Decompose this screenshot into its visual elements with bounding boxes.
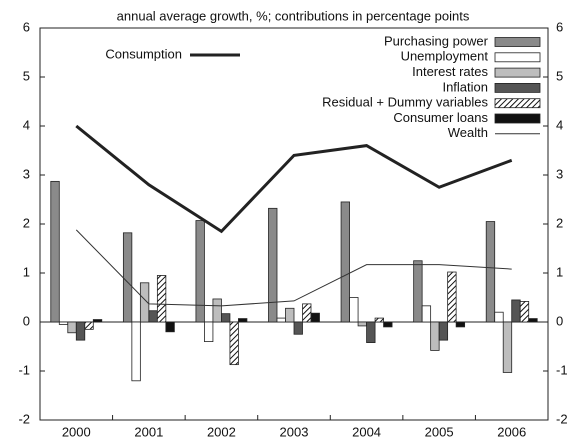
bar <box>139 282 150 323</box>
x-tick-label: 2003 <box>280 424 309 439</box>
bar <box>131 321 141 382</box>
bar <box>310 312 320 323</box>
y2-tick-label: 3 <box>556 166 563 181</box>
legend-label: Purchasing power <box>384 33 489 48</box>
bar <box>212 298 222 323</box>
x-tick-label: 2005 <box>425 424 454 439</box>
bar <box>528 318 538 323</box>
bar <box>84 321 94 330</box>
y2-tick-label: 6 <box>556 19 563 34</box>
y2-tick-label: 0 <box>556 313 563 328</box>
y-tick-label: 0 <box>23 313 30 328</box>
y2-tick-label: 2 <box>556 215 563 230</box>
x-tick-label: 2002 <box>207 424 236 439</box>
bar <box>156 275 167 323</box>
bar <box>430 321 440 351</box>
bar <box>67 321 77 334</box>
bar <box>92 319 103 323</box>
y2-tick-label: -2 <box>556 411 568 426</box>
x-tick-label: 2001 <box>134 424 163 439</box>
legend-swatch <box>494 113 541 124</box>
legend-swatch <box>494 52 541 63</box>
y-tick-label: 6 <box>23 19 30 34</box>
legend-label: Wealth <box>448 125 488 140</box>
y-tick-label: 2 <box>23 215 30 230</box>
bar <box>58 321 69 325</box>
bar <box>511 299 521 323</box>
bar <box>340 201 350 323</box>
bar <box>285 307 295 323</box>
bar <box>293 321 303 335</box>
x-tick-label: 2000 <box>62 424 91 439</box>
chart-title: annual average growth, %; contributions … <box>117 8 470 23</box>
y-tick-label: -2 <box>18 411 30 426</box>
bar <box>519 301 530 323</box>
legend-label: Interest rates <box>412 64 488 79</box>
legend-swatch <box>494 37 541 47</box>
bar <box>268 207 278 323</box>
bar <box>502 321 513 373</box>
bar <box>455 321 466 328</box>
bar <box>349 297 359 323</box>
bar <box>122 232 133 323</box>
line-series <box>75 229 512 307</box>
y-tick-label: 3 <box>23 166 30 181</box>
bar <box>204 321 214 343</box>
y2-tick-label: 5 <box>556 68 563 83</box>
y-tick-label: 1 <box>23 264 30 279</box>
legend-label: Unemployment <box>401 49 489 64</box>
y-tick-label: 5 <box>23 68 30 83</box>
y-tick-label: 4 <box>23 117 30 132</box>
legend-swatch <box>494 67 541 78</box>
bar <box>276 317 286 323</box>
legend-label: Inflation <box>442 79 488 94</box>
bar <box>447 271 457 323</box>
x-tick-label: 2006 <box>497 424 526 439</box>
bar <box>485 221 496 323</box>
bar <box>221 313 231 323</box>
bar <box>165 321 175 333</box>
y2-tick-label: 1 <box>556 264 563 279</box>
bar <box>229 321 239 366</box>
legend-label: Consumer loans <box>393 110 488 125</box>
bar <box>494 311 504 323</box>
bar <box>302 303 312 323</box>
bar <box>383 321 393 328</box>
bar <box>357 321 367 327</box>
bar <box>75 321 86 341</box>
y-tick-label: -1 <box>18 362 30 377</box>
legend-swatch <box>494 98 541 109</box>
bar <box>413 260 423 323</box>
line-series <box>75 124 513 234</box>
bar <box>438 321 449 341</box>
legend-label: Consumption <box>105 46 182 61</box>
x-tick-label: 2004 <box>352 424 381 439</box>
bar <box>366 321 376 343</box>
bar <box>421 305 432 323</box>
bar <box>238 318 248 323</box>
bar <box>374 317 384 323</box>
bar <box>195 220 205 323</box>
legend-label: Residual + Dummy variables <box>322 95 488 110</box>
bar <box>148 310 158 323</box>
y2-tick-label: -1 <box>556 362 568 377</box>
bar <box>50 180 60 323</box>
y2-tick-label: 4 <box>556 117 563 132</box>
legend-swatch <box>494 83 541 93</box>
